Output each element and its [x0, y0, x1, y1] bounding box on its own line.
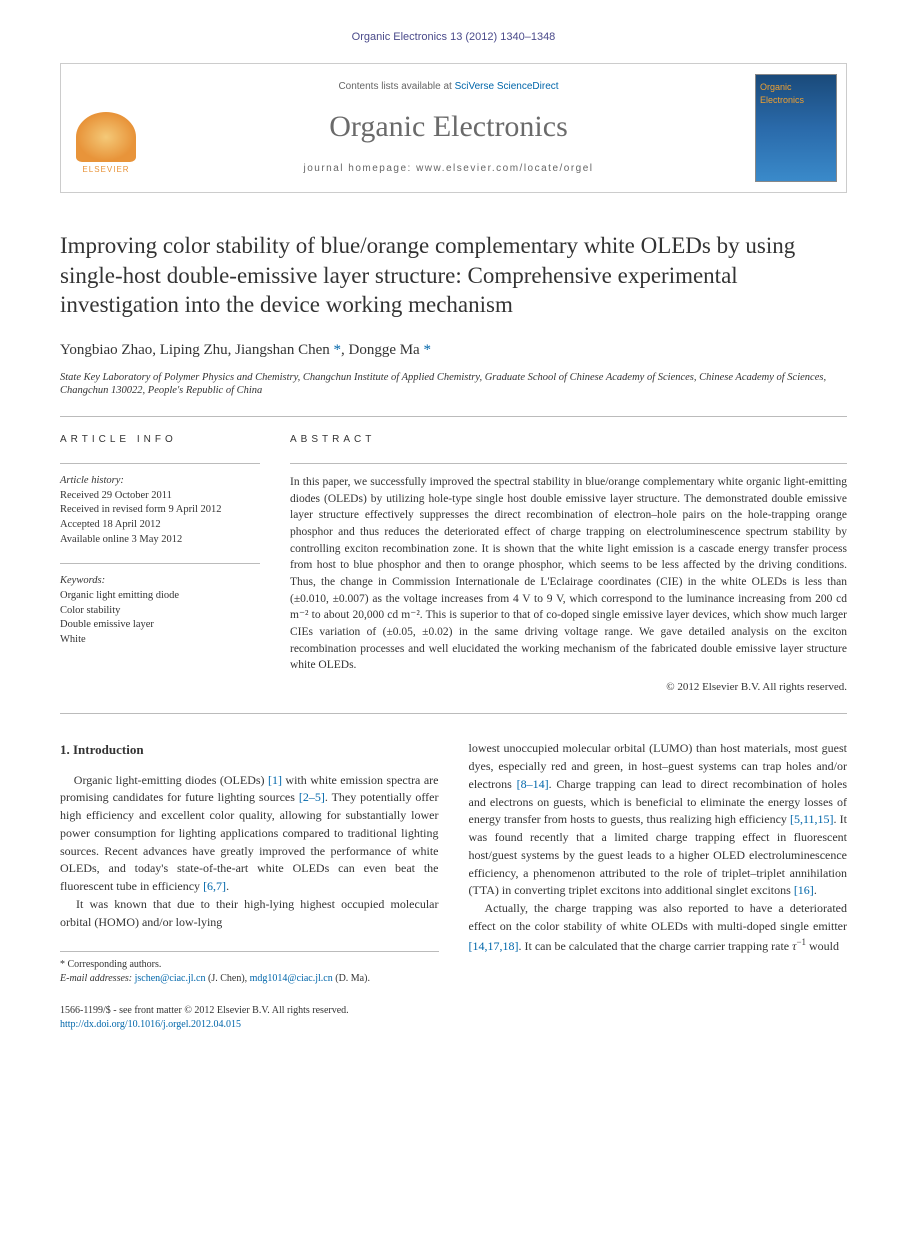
- history-heading: Article history:: [60, 474, 260, 489]
- info-divider-2: [60, 563, 260, 564]
- body-left-column: 1. Introduction Organic light-emitting d…: [60, 740, 439, 986]
- publisher-name: ELSEVIER: [74, 164, 138, 175]
- history-line: Accepted 18 April 2012: [60, 518, 260, 533]
- ref-link[interactable]: [2–5]: [299, 790, 325, 804]
- ref-link[interactable]: [14,17,18]: [469, 939, 519, 953]
- ref-link[interactable]: [16]: [794, 883, 814, 897]
- keyword: Organic light emitting diode: [60, 589, 260, 604]
- body-paragraph: Organic light-emitting diodes (OLEDs) [1…: [60, 772, 439, 896]
- contents-available-line: Contents lists available at SciVerse Sci…: [338, 80, 558, 94]
- body-paragraph: lowest unoccupied molecular orbital (LUM…: [469, 740, 848, 900]
- cover-title-line1: Organic: [760, 81, 832, 94]
- corresponding-note: * Corresponding authors.: [60, 958, 439, 972]
- abstract-text: In this paper, we successfully improved …: [290, 474, 847, 674]
- doi-link[interactable]: http://dx.doi.org/10.1016/j.orgel.2012.0…: [60, 1019, 241, 1030]
- keywords-heading: Keywords:: [60, 574, 260, 589]
- article-info-label: ARTICLE INFO: [60, 433, 260, 447]
- masthead-center: Contents lists available at SciVerse Sci…: [151, 64, 746, 192]
- email-who-1: (J. Chen),: [208, 973, 247, 984]
- keywords-block: Keywords: Organic light emitting diode C…: [60, 574, 260, 647]
- info-divider-1: [60, 463, 260, 464]
- body-columns: 1. Introduction Organic light-emitting d…: [60, 740, 847, 986]
- ref-link[interactable]: [6,7]: [203, 879, 226, 893]
- info-abstract-row: ARTICLE INFO Article history: Received 2…: [60, 417, 847, 713]
- abstract-copyright: © 2012 Elsevier B.V. All rights reserved…: [290, 680, 847, 695]
- email-line: E-mail addresses: jschen@ciac.jl.cn (J. …: [60, 972, 439, 986]
- cover-thumb-area: Organic Electronics: [746, 64, 846, 192]
- email-link-2[interactable]: mdg1014@ciac.jl.cn: [250, 973, 333, 984]
- contents-prefix: Contents lists available at: [338, 81, 454, 92]
- elsevier-tree-icon: [76, 112, 136, 162]
- history-line: Received in revised form 9 April 2012: [60, 503, 260, 518]
- issn-line: 1566-1199/$ - see front matter © 2012 El…: [60, 1004, 847, 1018]
- author-list: Yongbiao Zhao, Liping Zhu, Jiangshan Che…: [60, 340, 847, 361]
- journal-homepage: journal homepage: www.elsevier.com/locat…: [303, 162, 593, 176]
- author-3: Jiangshan Chen: [235, 342, 330, 358]
- email-link-1[interactable]: jschen@ciac.jl.cn: [135, 973, 206, 984]
- corresponding-mark-2[interactable]: *: [423, 342, 431, 358]
- page-footer: 1566-1199/$ - see front matter © 2012 El…: [60, 1004, 847, 1032]
- ref-link[interactable]: [1]: [268, 773, 282, 787]
- journal-cover-thumbnail: Organic Electronics: [755, 74, 837, 182]
- body-paragraph: It was known that due to their high-lyin…: [60, 896, 439, 932]
- section-heading-introduction: 1. Introduction: [60, 740, 439, 759]
- history-line: Available online 3 May 2012: [60, 533, 260, 548]
- ref-link[interactable]: [5,11,15]: [790, 812, 834, 826]
- author-2: Liping Zhu: [160, 342, 228, 358]
- running-header: Organic Electronics 13 (2012) 1340–1348: [60, 30, 847, 45]
- author-1: Yongbiao Zhao: [60, 342, 152, 358]
- corresponding-mark-1[interactable]: *: [333, 342, 341, 358]
- footnotes: * Corresponding authors. E-mail addresse…: [60, 951, 439, 986]
- abstract-label: ABSTRACT: [290, 433, 847, 447]
- ref-link[interactable]: [8–14]: [517, 777, 549, 791]
- journal-name: Organic Electronics: [329, 106, 568, 148]
- elsevier-logo: ELSEVIER: [74, 112, 138, 184]
- body-paragraph: Actually, the charge trapping was also r…: [469, 900, 848, 955]
- keyword: Color stability: [60, 604, 260, 619]
- email-who-2: (D. Ma).: [335, 973, 370, 984]
- divider-bottom: [60, 713, 847, 714]
- body-right-column: lowest unoccupied molecular orbital (LUM…: [469, 740, 848, 986]
- author-4: Dongge Ma: [348, 342, 419, 358]
- cover-title-line2: Electronics: [760, 94, 832, 107]
- keyword: Double emissive layer: [60, 618, 260, 633]
- article-info-column: ARTICLE INFO Article history: Received 2…: [60, 433, 260, 695]
- article-title: Improving color stability of blue/orange…: [60, 231, 847, 319]
- keyword: White: [60, 633, 260, 648]
- publisher-logo-area: ELSEVIER: [61, 64, 151, 192]
- affiliation: State Key Laboratory of Polymer Physics …: [60, 371, 847, 398]
- history-line: Received 29 October 2011: [60, 489, 260, 504]
- article-history-block: Article history: Received 29 October 201…: [60, 474, 260, 547]
- masthead: ELSEVIER Contents lists available at Sci…: [60, 63, 847, 193]
- abstract-column: ABSTRACT In this paper, we successfully …: [290, 433, 847, 695]
- email-label: E-mail addresses:: [60, 973, 132, 984]
- abstract-divider: [290, 463, 847, 464]
- sciencedirect-link[interactable]: SciVerse ScienceDirect: [455, 81, 559, 92]
